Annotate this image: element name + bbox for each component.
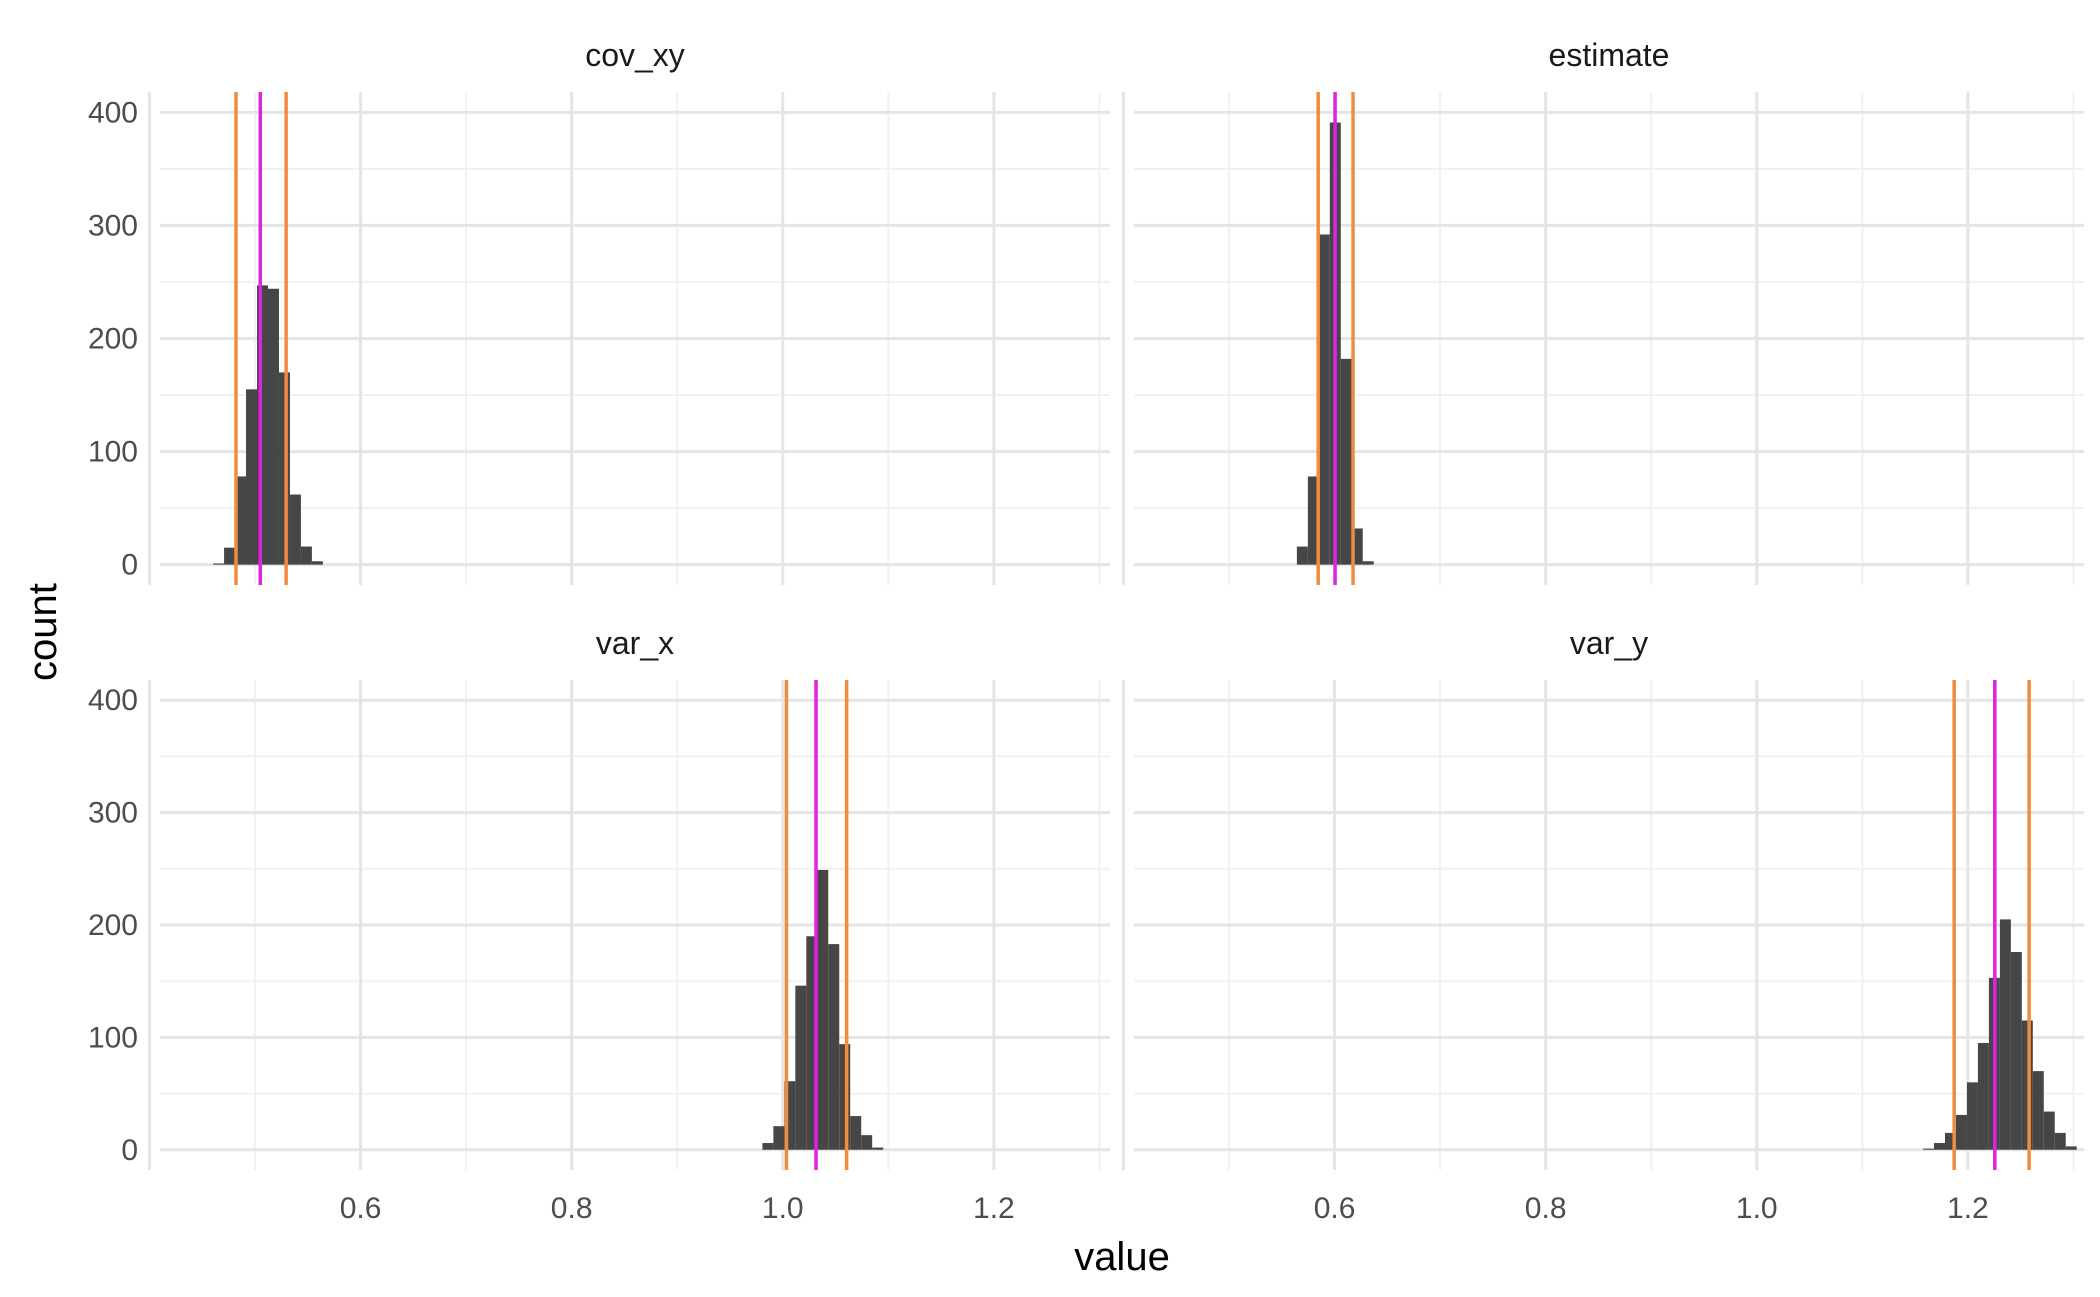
y-tick-label: 300 <box>88 797 138 830</box>
histogram-bar <box>267 288 279 565</box>
facet-title: estimate <box>1549 37 1670 73</box>
histogram-bar <box>1999 919 2011 1150</box>
histogram-bar <box>235 476 247 565</box>
x-tick-label: 1.2 <box>973 1192 1015 1225</box>
x-axis-title: value <box>1074 1235 1170 1279</box>
histogram-bar <box>1977 1043 1989 1150</box>
y-tick-label: 100 <box>88 436 138 469</box>
y-tick-label: 0 <box>121 1134 138 1167</box>
y-axis-title: count <box>21 583 65 681</box>
histogram-bar <box>246 389 258 565</box>
histogram-bar <box>1340 358 1352 565</box>
histogram-bar <box>1307 476 1319 565</box>
y-tick-label: 200 <box>88 909 138 942</box>
y-tick-label: 200 <box>88 323 138 356</box>
histogram-bar <box>1296 546 1308 565</box>
facet-title: cov_xy <box>585 37 685 73</box>
histogram-bar <box>817 869 829 1150</box>
histogram-bar <box>1966 1082 1978 1150</box>
x-tick-label: 0.6 <box>1314 1192 1356 1225</box>
facet-title: var_x <box>596 625 674 661</box>
y-tick-label: 0 <box>121 549 138 582</box>
histogram-bar <box>1318 234 1330 565</box>
histogram-bar <box>806 936 818 1150</box>
histogram-bar <box>213 563 225 565</box>
histogram-bar <box>2021 1020 2033 1150</box>
y-tick-label: 300 <box>88 209 138 242</box>
histogram-bar <box>311 561 323 565</box>
histogram-bar <box>1934 1143 1945 1150</box>
panel-cov-xy: cov_xy 0 100 200 300 400 <box>88 37 1110 585</box>
histogram-bar <box>2043 1111 2055 1150</box>
y-tick-label: 400 <box>88 96 138 129</box>
panel-var-y: var_y 0.6 0.8 1.0 1.2 <box>1121 625 2084 1225</box>
histogram-bar <box>861 1135 873 1150</box>
x-tick-label: 1.0 <box>1736 1192 1778 1225</box>
histogram-bar <box>1944 1132 1956 1150</box>
x-tick-label: 0.6 <box>340 1192 382 1225</box>
histogram-bar <box>2065 1146 2077 1150</box>
histogram-bar <box>289 494 301 565</box>
histogram-bar <box>1351 528 1363 565</box>
histogram-bar <box>2054 1132 2066 1150</box>
histogram-bar <box>1362 561 1374 565</box>
histogram-bar <box>850 1116 862 1150</box>
histogram-bar <box>2032 1071 2044 1150</box>
histogram-bar <box>872 1147 884 1150</box>
histogram-bar <box>762 1143 774 1150</box>
y-tick-label: 400 <box>88 684 138 717</box>
histogram-bar <box>773 1126 785 1150</box>
histogram-bar <box>795 985 807 1150</box>
histogram-bar <box>224 547 236 565</box>
histogram-bar <box>784 1081 796 1150</box>
histogram-bar <box>257 285 268 565</box>
panel-var-x: var_x 0 100 200 300 400 0.6 0.8 1.0 1.2 <box>88 625 1110 1225</box>
y-tick-label: 100 <box>88 1021 138 1054</box>
facet-title: var_y <box>1570 625 1648 661</box>
x-tick-label: 0.8 <box>551 1192 593 1225</box>
histogram-bar <box>2010 951 2022 1150</box>
x-tick-label: 0.8 <box>1525 1192 1567 1225</box>
histogram-bar <box>300 546 312 565</box>
x-tick-label: 1.0 <box>762 1192 804 1225</box>
x-tick-label: 1.2 <box>1947 1192 1989 1225</box>
histogram-bar <box>1955 1114 1967 1150</box>
panel-estimate: estimate <box>1121 37 2084 585</box>
histogram-bar <box>1923 1148 1935 1150</box>
histogram-bar <box>839 1044 851 1150</box>
histogram-bar <box>828 944 840 1150</box>
